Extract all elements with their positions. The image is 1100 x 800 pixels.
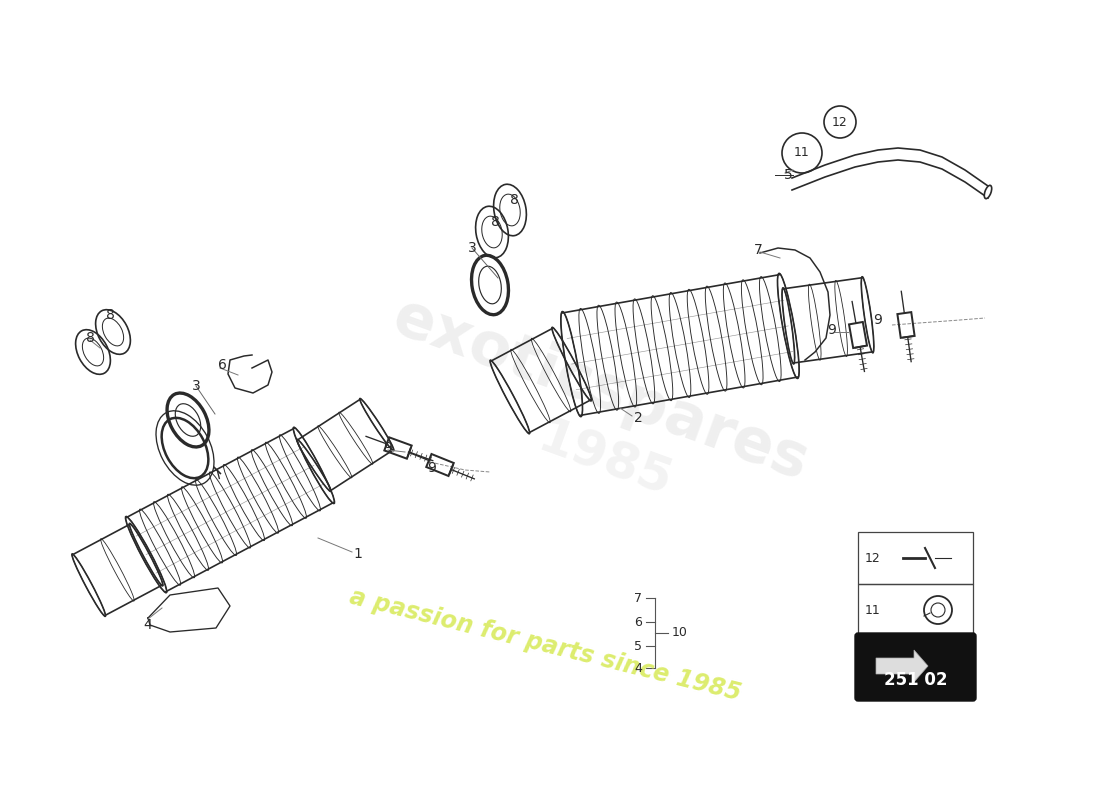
Text: 8: 8 [491, 215, 499, 229]
Text: 7: 7 [754, 243, 762, 257]
Text: 12: 12 [865, 551, 881, 565]
Polygon shape [876, 650, 928, 682]
Text: 2: 2 [634, 411, 642, 425]
Text: a passion for parts since 1985: a passion for parts since 1985 [346, 585, 744, 706]
Text: 4: 4 [634, 662, 642, 674]
Text: 8: 8 [509, 193, 518, 207]
Text: 8: 8 [86, 331, 95, 345]
Text: exoticspares: exoticspares [384, 287, 816, 493]
Ellipse shape [984, 186, 992, 198]
Text: 1: 1 [353, 547, 362, 561]
Text: 8: 8 [106, 308, 114, 322]
Text: 9: 9 [384, 441, 393, 455]
Text: 6: 6 [634, 615, 642, 629]
Text: 1985: 1985 [531, 414, 679, 506]
Text: 6: 6 [218, 358, 227, 372]
Text: 3: 3 [191, 379, 200, 393]
Text: 9: 9 [428, 461, 437, 475]
Text: 11: 11 [865, 603, 881, 617]
Text: 5: 5 [783, 168, 792, 182]
Text: 11: 11 [794, 146, 810, 159]
Text: 5: 5 [634, 639, 642, 653]
Text: 9: 9 [827, 323, 836, 337]
Text: 7: 7 [634, 591, 642, 605]
Text: 3: 3 [468, 241, 476, 255]
Text: 4: 4 [144, 618, 153, 632]
Text: 10: 10 [672, 626, 688, 639]
Text: 9: 9 [873, 313, 882, 327]
FancyBboxPatch shape [855, 633, 976, 701]
Text: 12: 12 [832, 115, 848, 129]
Text: 251 02: 251 02 [883, 671, 947, 689]
